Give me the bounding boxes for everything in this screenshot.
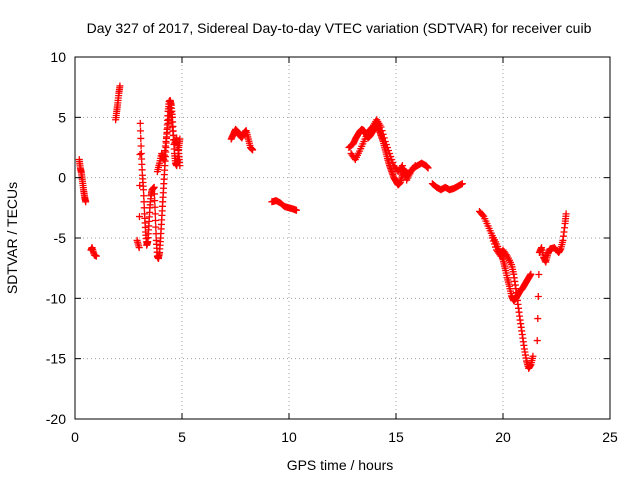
y-tick-label: -5 — [54, 230, 67, 246]
x-tick-label: 10 — [281, 429, 297, 445]
data-point — [382, 140, 390, 148]
y-tick-label: -10 — [46, 290, 66, 306]
chart-title: Day 327 of 2017, Sidereal Day-to-day VTE… — [87, 20, 592, 36]
data-point — [492, 243, 500, 251]
data-point — [380, 134, 388, 142]
data-point — [490, 240, 498, 248]
data-point — [534, 293, 542, 301]
data-point — [249, 146, 257, 154]
data-point — [562, 210, 570, 218]
data-point — [92, 252, 100, 260]
data-point — [502, 251, 510, 259]
data-point — [389, 159, 397, 167]
data-point — [385, 147, 393, 155]
data-point — [535, 271, 543, 279]
data-point — [488, 234, 496, 242]
x-tick-label: 5 — [178, 429, 186, 445]
data-point — [410, 163, 418, 171]
data-point — [176, 162, 184, 170]
data-point — [527, 270, 535, 278]
data-point — [152, 217, 160, 225]
data-point — [150, 183, 158, 191]
data-point — [137, 142, 145, 150]
y-tick-label: 0 — [58, 170, 66, 186]
data-point — [151, 203, 159, 211]
data-point — [135, 213, 143, 221]
data-point — [150, 190, 158, 198]
data-point — [116, 82, 124, 90]
data-point — [151, 197, 159, 205]
data-point — [152, 223, 160, 231]
y-tick-label: 5 — [58, 109, 66, 125]
data-point — [137, 134, 145, 142]
data-point — [388, 156, 396, 164]
data-point — [381, 137, 389, 145]
data-point — [529, 352, 537, 360]
data-point — [136, 119, 144, 127]
data-point — [377, 123, 385, 131]
y-tick-label: 10 — [50, 49, 66, 65]
data-point — [137, 127, 145, 135]
data-point — [379, 130, 387, 138]
data-point — [386, 150, 394, 158]
data-point — [136, 150, 144, 158]
data-point — [383, 144, 391, 151]
y-axis-label: SDTVAR / TECUs — [4, 182, 20, 294]
y-tick-label: -15 — [46, 351, 66, 367]
data-point — [378, 127, 386, 135]
x-tick-label: 15 — [388, 429, 404, 445]
y-tick-label: -20 — [46, 411, 66, 427]
x-axis-label: GPS time / hours — [287, 457, 394, 473]
y-tick-labels: -20 -15 -10 -5 0 5 10 — [46, 49, 66, 427]
data-point — [489, 237, 497, 245]
x-tick-label: 0 — [71, 429, 79, 445]
x-tick-labels: 0 5 10 15 20 25 — [71, 429, 618, 445]
data-point — [398, 162, 406, 170]
x-tick-label: 20 — [495, 429, 511, 445]
data-point — [140, 198, 148, 206]
x-tick-label: 25 — [602, 429, 618, 445]
data-point — [139, 186, 147, 194]
data-point — [399, 165, 407, 173]
data-point — [411, 162, 419, 170]
grid-layer — [75, 57, 610, 419]
data-point — [135, 244, 143, 252]
data-point — [401, 169, 409, 177]
data-point — [387, 153, 395, 161]
data-point — [534, 315, 542, 323]
data-point — [82, 198, 90, 206]
data-point — [151, 210, 159, 218]
data-point — [424, 164, 432, 172]
data-point — [479, 211, 487, 219]
data-points-layer — [75, 82, 570, 372]
ticks-layer — [74, 56, 611, 420]
data-point — [140, 192, 148, 200]
data-point — [458, 180, 466, 188]
data-point — [292, 206, 300, 214]
data-point — [533, 337, 541, 345]
